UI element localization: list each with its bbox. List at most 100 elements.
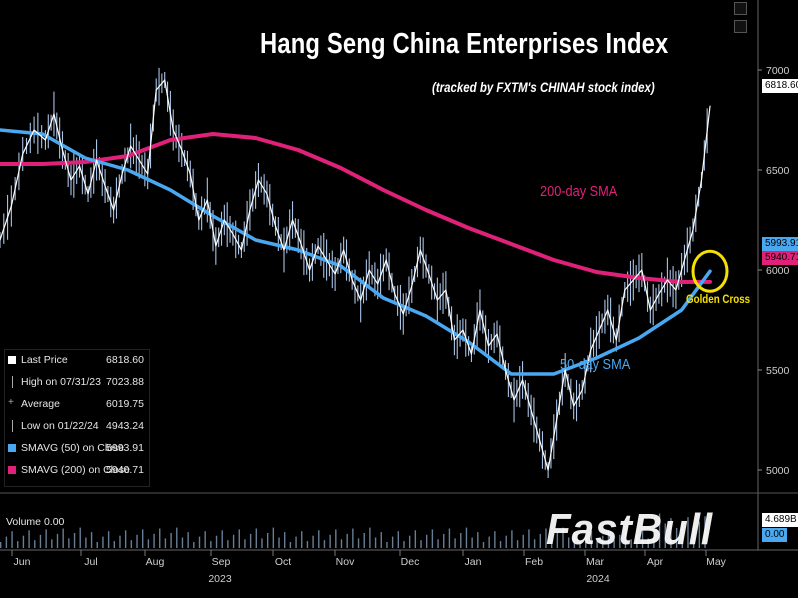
volume-bar <box>477 532 479 548</box>
last-price-line <box>0 79 711 471</box>
legend-label: SMAVG (200) on Close <box>21 464 130 476</box>
window-controls[interactable] <box>734 2 748 34</box>
volume-bar <box>39 534 42 548</box>
volume-bar <box>312 535 314 548</box>
legend-swatch <box>8 356 16 364</box>
volume-bar <box>227 540 229 548</box>
x-tick-label: Aug <box>146 556 165 568</box>
volume-bar <box>221 530 223 548</box>
volume-bar <box>73 533 76 548</box>
volume-bar <box>164 538 167 548</box>
average-marker-icon: + <box>8 397 14 408</box>
volume-bar <box>28 530 30 548</box>
volume-bar <box>380 532 382 548</box>
sma200-tag: 5940.71 <box>762 251 798 265</box>
volume-bar <box>352 528 354 548</box>
volume-bar <box>5 536 8 548</box>
volume-bar <box>34 540 36 548</box>
legend-row: Last Price 6818.60 <box>7 352 147 368</box>
volume-bar <box>426 534 428 548</box>
volume-bar <box>647 538 649 548</box>
volume-bar <box>17 541 19 548</box>
legend-label: Last Price <box>21 354 68 366</box>
legend-value: 6019.75 <box>106 398 144 410</box>
volume-bar <box>704 516 706 548</box>
volume-bar <box>363 533 365 548</box>
volume-bar <box>641 528 644 548</box>
y-tick-label: 5500 <box>766 365 790 377</box>
x-year-label: 2024 <box>586 573 610 585</box>
legend-row: SMAVG (50) on Close 5993.91 <box>7 440 147 456</box>
x-tick-label: Sep <box>212 556 231 568</box>
golden-cross-circle <box>691 249 729 293</box>
sma200-line <box>0 132 712 284</box>
volume-bar <box>613 540 615 548</box>
volume-bar <box>51 539 53 548</box>
volume-bar <box>244 539 246 548</box>
legend-label: Average <box>21 398 60 410</box>
volume-bar <box>602 535 604 548</box>
legend-row: SMAVG (200) on Close 5940.71 <box>7 462 147 478</box>
volume-bar <box>408 535 411 548</box>
legend-row: Low on 01/22/24 4943.24 <box>7 418 147 434</box>
volume-bar <box>346 533 348 548</box>
sma50-tag: 5993.91 <box>762 237 798 251</box>
volume-bar <box>329 534 331 548</box>
legend-row: High on 07/31/23 7023.88 <box>7 374 147 390</box>
volume-bar <box>340 539 343 548</box>
volume-label: Volume 0.00 <box>6 516 65 528</box>
volume-bar <box>386 542 388 548</box>
y-tick-label: 6500 <box>766 165 790 177</box>
volume-bar <box>658 513 661 548</box>
volume-bar <box>278 537 280 548</box>
legend-swatch <box>8 444 16 452</box>
window-icon[interactable] <box>734 2 747 15</box>
volume-bar <box>533 539 536 548</box>
legend-value: 6818.60 <box>106 354 144 366</box>
volume-bar <box>357 538 360 548</box>
volume-bar <box>624 529 627 548</box>
volume-bar <box>79 527 81 548</box>
window-icon[interactable] <box>734 20 747 33</box>
x-tick-label: Jan <box>465 556 482 568</box>
high-marker-icon <box>12 376 13 388</box>
volume-bar <box>460 533 462 548</box>
volume-bar <box>675 528 678 548</box>
volume-bar <box>539 533 541 548</box>
volume-bar <box>556 533 559 548</box>
volume-tag-secondary: 0.00 <box>762 528 788 542</box>
volume-bar <box>573 532 576 548</box>
volume-bar <box>130 540 133 548</box>
x-tick-label: May <box>706 556 727 568</box>
volume-bar <box>420 540 422 548</box>
volume-bar <box>56 533 59 548</box>
volume-bar <box>204 531 206 548</box>
volume-bar <box>568 537 570 548</box>
volume-bar <box>102 536 104 548</box>
volume-bar <box>374 537 377 548</box>
volume-bar <box>630 539 632 548</box>
volume-bar <box>414 530 417 548</box>
volume-bar <box>198 536 201 548</box>
x-tick-label: Dec <box>401 556 420 568</box>
volume-bar <box>511 530 513 548</box>
volume-bar <box>545 528 547 548</box>
volume-bar <box>318 530 320 548</box>
sma50-annotation: 50-day SMA <box>560 357 631 373</box>
y-tick-label: 6000 <box>766 265 790 277</box>
volume-bar <box>596 541 598 548</box>
volume-bar <box>107 531 110 548</box>
legend-swatch <box>8 466 16 474</box>
volume-bar <box>585 536 587 548</box>
volume-bar <box>471 537 473 548</box>
volume-bar <box>437 539 439 548</box>
volume-bar <box>590 531 593 548</box>
volume-bar <box>22 535 25 548</box>
volume-bar <box>136 534 138 548</box>
volume-bar <box>147 539 150 548</box>
volume-bar <box>505 535 507 548</box>
volume-bar <box>636 533 638 548</box>
volume-bar <box>266 533 269 548</box>
volume-bar <box>403 541 405 548</box>
